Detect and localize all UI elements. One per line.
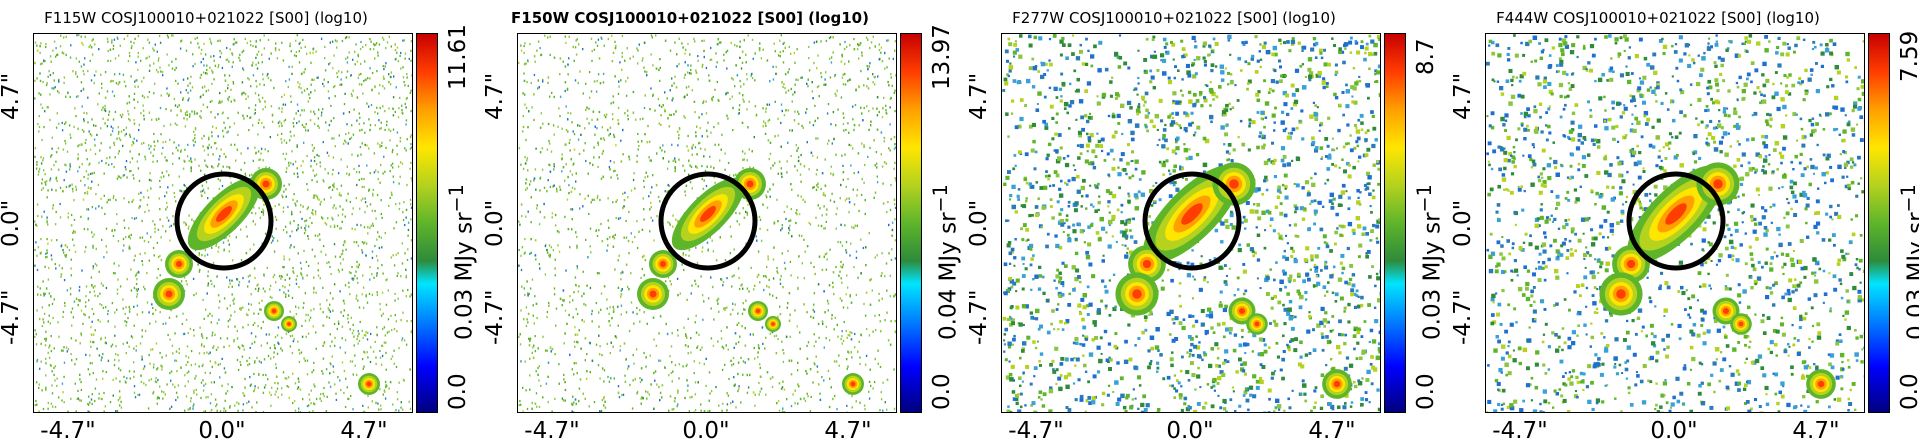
panel-title: F277W COSJ100010+021022 [S00] (log10) <box>1012 9 1336 27</box>
image-canvas <box>34 34 412 412</box>
source-blob <box>1333 380 1341 388</box>
aperture-circle <box>1142 171 1242 271</box>
panel-title: F150W COSJ100010+021022 [S00] (log10) <box>511 9 869 27</box>
aperture-circle <box>174 171 274 271</box>
cutout-image <box>1485 33 1865 413</box>
y-tick-label: 0.0" <box>966 199 992 247</box>
colorbar-max-label: 11.61 <box>445 24 471 90</box>
y-tick-label: -4.7" <box>482 289 508 345</box>
background-noise <box>1486 34 1864 412</box>
x-tick-label: 4.7" <box>1792 418 1840 444</box>
panel-f444w: F444W COSJ100010+021022 [S00] (log10) 0.… <box>1450 0 1919 446</box>
source-blob <box>1181 203 1203 225</box>
panel-f150w: F150W COSJ100010+021022 [S00] (log10) 0.… <box>482 0 964 446</box>
panel-f115w: F115W COSJ100010+021022 [S00] (log10) 0.… <box>0 0 480 446</box>
y-tick-label: 0.0" <box>0 199 24 247</box>
source-blob <box>175 260 183 268</box>
colorbar <box>1384 33 1406 413</box>
source-blob <box>771 322 775 326</box>
y-tick-label: -4.7" <box>1450 289 1476 345</box>
panel-title: F444W COSJ100010+021022 [S00] (log10) <box>1496 9 1820 27</box>
source-blob <box>850 381 856 387</box>
colorbar <box>416 33 438 413</box>
source-blob <box>165 290 173 298</box>
colorbar-min-label: 0.0 <box>1897 373 1919 410</box>
source-blob <box>755 308 761 314</box>
source-blob <box>649 290 657 298</box>
colorbar-max-label: 13.97 <box>929 24 955 90</box>
aperture-circle <box>658 171 758 271</box>
source-blob <box>271 308 277 314</box>
colorbar <box>1868 33 1890 413</box>
x-tick-label: -4.7" <box>40 418 96 444</box>
y-tick-label: 4.7" <box>482 72 508 120</box>
source-blob <box>1817 380 1825 388</box>
source-blob <box>1142 259 1152 269</box>
x-tick-label: -4.7" <box>1008 418 1064 444</box>
colorbar-unit-label: 0.03 MJy sr−1 <box>445 184 478 340</box>
colorbar-unit-label: 0.04 MJy sr−1 <box>929 184 962 340</box>
colorbar-min-label: 0.0 <box>1413 373 1439 410</box>
colorbar-unit-label: 0.03 MJy sr−1 <box>1897 184 1919 340</box>
source-blob <box>1254 321 1260 327</box>
x-tick-label: 0.0" <box>198 418 246 444</box>
y-tick-label: 4.7" <box>966 72 992 120</box>
cutout-image <box>33 33 413 413</box>
y-tick-label: 4.7" <box>1450 72 1476 120</box>
source-blob <box>1665 203 1687 225</box>
source-blob <box>700 206 716 222</box>
image-canvas <box>1002 34 1380 412</box>
source-blob <box>262 180 270 188</box>
aperture-circle <box>1626 171 1726 271</box>
source-blob <box>1616 289 1626 299</box>
x-tick-label: 4.7" <box>824 418 872 444</box>
source-blob <box>1132 289 1142 299</box>
colorbar-max-label: 8.7 <box>1413 38 1439 75</box>
colorbar-max-label: 7.59 <box>1897 30 1919 82</box>
x-tick-label: 0.0" <box>1166 418 1214 444</box>
colorbar-unit-label: 0.03 MJy sr−1 <box>1413 184 1446 340</box>
colorbar-min-label: 0.0 <box>445 373 471 410</box>
y-tick-label: 0.0" <box>482 199 508 247</box>
source-blob <box>1239 308 1245 314</box>
x-tick-label: 0.0" <box>682 418 730 444</box>
source-blob <box>366 381 372 387</box>
source-blob <box>659 260 667 268</box>
image-canvas <box>518 34 896 412</box>
y-tick-label: 4.7" <box>0 72 24 120</box>
x-tick-label: 4.7" <box>340 418 388 444</box>
image-canvas <box>1486 34 1864 412</box>
y-tick-label: -4.7" <box>966 289 992 345</box>
x-tick-label: 4.7" <box>1308 418 1356 444</box>
x-tick-label: -4.7" <box>1492 418 1548 444</box>
source-blob <box>1626 259 1636 269</box>
colorbar <box>900 33 922 413</box>
panel-title: F115W COSJ100010+021022 [S00] (log10) <box>44 9 368 27</box>
source-blob <box>216 206 232 222</box>
source-blob <box>1723 308 1729 314</box>
x-tick-label: -4.7" <box>524 418 580 444</box>
source-blob <box>287 322 291 326</box>
cutout-image <box>1001 33 1381 413</box>
y-tick-label: 0.0" <box>1450 199 1476 247</box>
x-tick-label: 0.0" <box>1650 418 1698 444</box>
cutout-image <box>517 33 897 413</box>
source-blob <box>1229 179 1239 189</box>
source-blob <box>1713 179 1723 189</box>
colorbar-min-label: 0.0 <box>929 373 955 410</box>
y-tick-label: -4.7" <box>0 289 24 345</box>
source-blob <box>1738 321 1744 327</box>
source-blob <box>746 180 754 188</box>
panel-f277w: F277W COSJ100010+021022 [S00] (log10) 0.… <box>966 0 1448 446</box>
